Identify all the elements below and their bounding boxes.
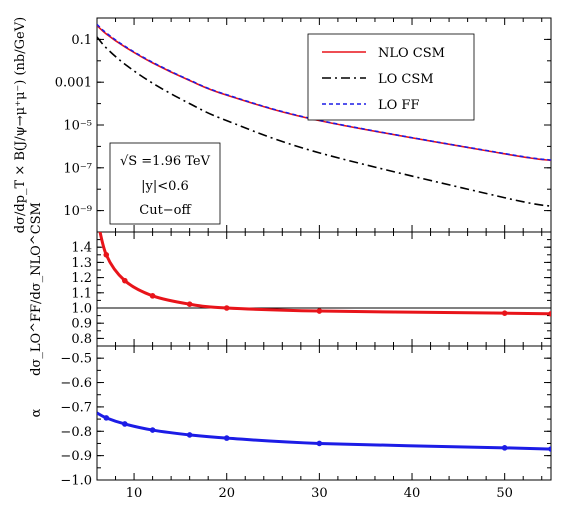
data-point xyxy=(316,440,323,447)
data-point xyxy=(149,293,156,299)
data-point xyxy=(103,252,110,258)
data-point xyxy=(149,427,156,433)
x-tick-label: 10 xyxy=(126,486,143,501)
data-point xyxy=(121,421,128,427)
series-line-panel2-s0 xyxy=(97,411,551,451)
data-point xyxy=(223,435,230,441)
legend: NLO CSM LO CSM LO FF xyxy=(307,33,475,121)
data-point xyxy=(186,301,193,308)
legend-label: LO FF xyxy=(378,98,419,113)
y-tick-label: 0.001 xyxy=(55,76,92,91)
data-point xyxy=(186,432,193,438)
data-point xyxy=(223,305,230,311)
data-point xyxy=(501,445,508,451)
panel-top: 0.1 0.001 10⁻⁵ 10⁻⁷ 10⁻⁹ dσ/dp_T × B(J/ψ→μ⁺μ⁻… xyxy=(13,17,552,233)
legend-frame xyxy=(307,33,475,121)
y-tick-label: 0.9 xyxy=(71,317,92,332)
y-tick-label: −0.8 xyxy=(60,425,92,440)
y-tick-label: 0.8 xyxy=(71,332,92,347)
y-tick-label: −0.9 xyxy=(60,449,92,464)
annotation-cutoff: Cut−off xyxy=(139,203,192,218)
data-point xyxy=(548,446,551,452)
panel-frame xyxy=(96,345,552,481)
data-point xyxy=(103,415,110,421)
y-tick-label: 10⁻⁵ xyxy=(63,119,92,134)
data-point xyxy=(548,310,551,317)
series-line-panel1-s0 xyxy=(98,232,551,316)
y-tick-label: 1.1 xyxy=(71,286,92,301)
y-axis-label: dσ/dp_T × B(J/ψ→μ⁺μ⁻) (nb/GeV) xyxy=(13,17,28,233)
panel-middle: 1.41.31.21.11.00.90.8 dσ_LO^FF/dσ_NLO^CSM xyxy=(29,202,552,376)
x-tick-label: 50 xyxy=(496,486,513,501)
annotation-box: √S =1.96 TeV |y|<0.6 Cut−off xyxy=(109,142,221,225)
y-tick-label: 1.4 xyxy=(71,241,92,256)
plot-area xyxy=(97,23,551,208)
plot-area xyxy=(97,411,551,452)
y-tick-label: 0.1 xyxy=(71,33,92,48)
data-point xyxy=(316,308,323,314)
legend-label: NLO CSM xyxy=(378,46,445,61)
y-tick-label: 1.2 xyxy=(71,271,92,286)
y-tick-label: 10⁻⁷ xyxy=(63,161,92,176)
annotation-frame xyxy=(109,142,221,225)
chart-panels: 0.1 0.001 10⁻⁵ 10⁻⁷ 10⁻⁹ dσ/dp_T × B(J/ψ→μ⁺μ⁻… xyxy=(13,17,552,501)
annotation-rapidity: |y|<0.6 xyxy=(141,179,189,194)
annotation-energy: √S =1.96 TeV xyxy=(120,154,211,169)
panel-bottom: −0.5 −0.6 −0.7 −0.8 −0.9 −1.0 10 20 30 40 50 α xyxy=(29,345,552,501)
y-tick-label: −0.5 xyxy=(60,352,92,367)
y-tick-label: 10⁻⁹ xyxy=(63,204,92,219)
data-point xyxy=(501,310,508,316)
x-tick-label: 40 xyxy=(404,486,421,501)
y-axis-label: dσ_LO^FF/dσ_NLO^CSM xyxy=(29,202,44,376)
series-line-lo-ff xyxy=(97,23,551,161)
y-tick-label: −0.7 xyxy=(60,400,92,415)
y-tick-label: 1.3 xyxy=(71,256,92,271)
legend-label: LO CSM xyxy=(378,72,434,87)
data-point xyxy=(121,277,128,284)
y-tick-label: −1.0 xyxy=(60,474,92,489)
panel-frame xyxy=(96,231,552,347)
x-tick-label: 20 xyxy=(218,486,235,501)
y-tick-label: 1.0 xyxy=(71,302,92,317)
y-axis-label: α xyxy=(29,408,44,417)
series-line-lo-csm xyxy=(97,36,551,208)
plot-area xyxy=(98,232,551,317)
x-tick-label: 30 xyxy=(311,486,328,501)
y-tick-label: −0.6 xyxy=(60,376,92,391)
